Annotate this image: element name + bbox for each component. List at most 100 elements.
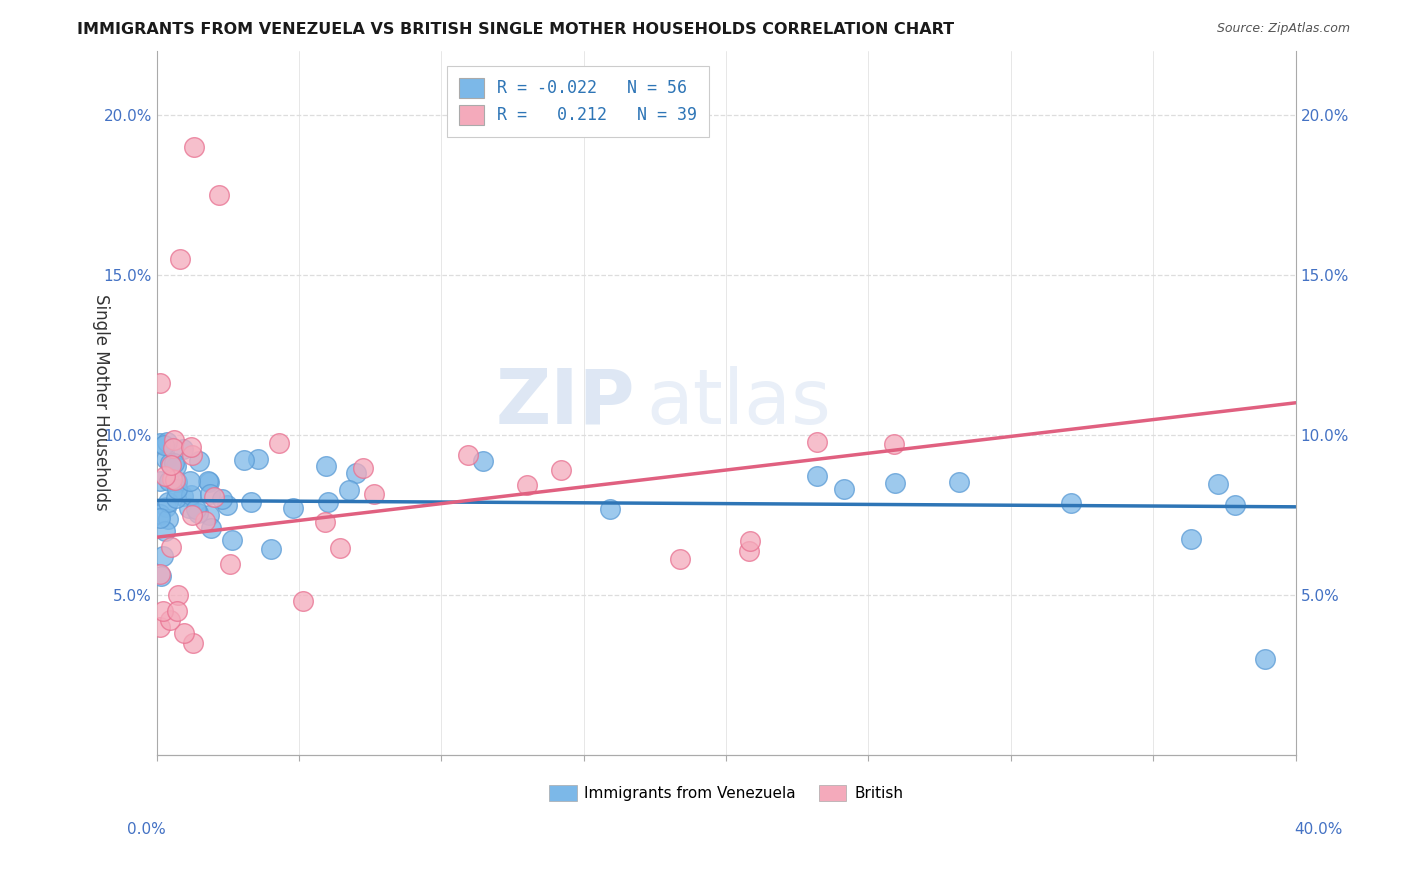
Point [316,495,339,509]
Point [233,453,256,467]
Point [160,471,183,485]
Text: IMMIGRANTS FROM VENEZUELA VS BRITISH SINGLE MOTHER HOUSEHOLDS CORRELATION CHART: IMMIGRANTS FROM VENEZUELA VS BRITISH SIN… [77,22,955,37]
Point [159,456,181,470]
Text: 40.0%: 40.0% [1295,822,1343,837]
Point [157,495,180,509]
Point [806,434,828,449]
Point [172,489,194,503]
Point [152,549,174,563]
Point [180,440,202,454]
Point [148,567,170,582]
Point [948,475,970,489]
Point [738,544,761,558]
Point [269,435,291,450]
Point [188,454,211,468]
Point [181,448,204,462]
Point [153,468,176,483]
Point [337,483,360,497]
Point [197,474,219,488]
Point [669,552,692,566]
Point [215,498,238,512]
Point [352,461,374,475]
Point [165,459,187,474]
Point [208,187,231,202]
Point [187,506,209,520]
Point [148,376,170,391]
Point [292,594,315,608]
Point [202,490,225,504]
Point [177,500,200,515]
Point [163,433,186,447]
Point [159,614,181,628]
Point [1180,533,1202,547]
Point [283,501,305,516]
Point [148,436,170,450]
Point [183,139,205,153]
Point [148,511,170,525]
Point [173,626,195,640]
Point [179,474,201,488]
Point [149,569,172,583]
Point [200,521,222,535]
Point [180,488,202,502]
Point [1225,498,1247,512]
Point [314,516,336,530]
Point [738,534,761,549]
Point [472,454,495,468]
Point [169,252,191,266]
Point [148,620,170,634]
Point [806,469,828,483]
Point [194,514,217,528]
Legend: Immigrants from Venezuela, British: Immigrants from Venezuela, British [543,779,910,807]
Point [197,508,219,523]
Point [163,473,186,487]
Point [155,524,177,538]
Point [184,502,207,516]
Point [883,437,905,451]
Text: 0.0%: 0.0% [127,822,166,837]
Point [155,500,177,515]
Point [260,541,283,556]
Y-axis label: Single Mother Households: Single Mother Households [93,294,110,511]
Point [457,448,479,462]
Point [148,507,170,521]
Point [181,636,204,650]
Point [247,452,270,467]
Point [211,492,233,507]
Point [149,475,172,489]
Point [198,475,221,489]
Point [198,486,221,500]
Text: ZIP: ZIP [495,366,636,440]
Point [172,442,194,456]
Point [153,438,176,452]
Text: Source: ZipAtlas.com: Source: ZipAtlas.com [1216,22,1350,36]
Point [516,478,538,492]
Point [315,459,337,474]
Point [1060,496,1083,510]
Point [166,604,188,618]
Point [155,451,177,466]
Point [219,557,242,571]
Point [165,491,187,506]
Point [181,508,204,522]
Point [221,533,243,547]
Point [157,474,180,488]
Point [363,487,385,501]
Text: atlas: atlas [647,366,831,440]
Point [166,588,188,602]
Point [344,466,367,480]
Point [166,475,188,489]
Point [599,502,621,516]
Point [156,435,179,450]
Point [160,458,183,472]
Point [328,541,350,555]
Point [159,540,181,554]
Point [162,441,184,455]
Point [152,604,174,618]
Point [163,456,186,470]
Point [166,483,188,497]
Point [832,483,855,497]
Point [1206,477,1229,491]
Point [1254,652,1277,666]
Point [157,512,180,526]
